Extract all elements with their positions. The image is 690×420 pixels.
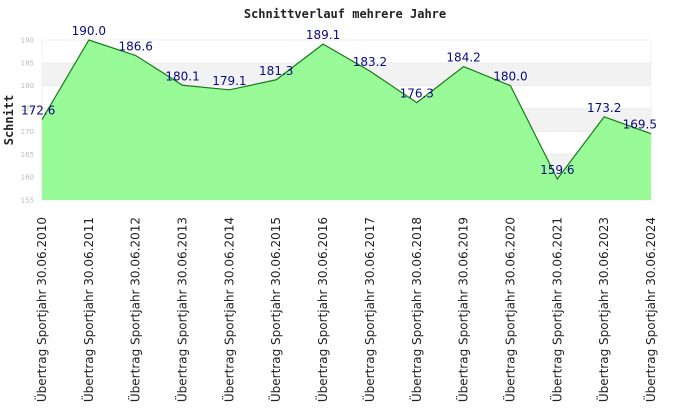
- data-label: 172.6: [21, 104, 55, 118]
- data-label: 180.0: [493, 70, 527, 84]
- chart-title: Schnittverlauf mehrere Jahre: [244, 7, 446, 21]
- data-label: 173.2: [587, 101, 621, 115]
- area-fill: [42, 40, 651, 200]
- data-labels: 172.6 190.0 186.6 180.1 179.1 181.3 189.1 183.2…: [21, 24, 657, 177]
- y-tick-label: 165: [21, 151, 34, 159]
- y-axis-ticks: 155 160 165 170 175 180 185 190: [21, 37, 34, 205]
- data-label: 181.3: [259, 64, 293, 78]
- x-tick-label: Übertrag Sportjahr 30.06.2013: [174, 217, 190, 402]
- series-line: [41, 39, 652, 181]
- x-tick-label: Übertrag Sportjahr 30.06.2017: [361, 217, 377, 402]
- x-axis-ticks: Übertrag Sportjahr 30.06.2010 Übertrag Sp…: [33, 217, 658, 402]
- x-tick-label: Übertrag Sportjahr 30.06.2024: [642, 217, 658, 402]
- y-tick-label: 190: [21, 37, 34, 45]
- data-label: 189.1: [306, 28, 340, 42]
- x-tick-label: Übertrag Sportjahr 30.06.2018: [408, 217, 424, 402]
- data-label: 190.0: [72, 24, 106, 38]
- y-tick-label: 180: [21, 82, 34, 90]
- data-label: 183.2: [353, 55, 387, 69]
- x-tick-label: Übertrag Sportjahr 30.06.2012: [127, 217, 143, 402]
- x-tick-label: Übertrag Sportjahr 30.06.2023: [595, 217, 611, 402]
- y-tick-label: 185: [21, 59, 34, 67]
- x-tick-label: Übertrag Sportjahr 30.06.2015: [267, 217, 283, 402]
- data-label: 180.1: [165, 69, 199, 83]
- y-tick-label: 170: [21, 128, 34, 136]
- data-label: 179.1: [212, 74, 246, 88]
- x-tick-label: Übertrag Sportjahr 30.06.2016: [314, 217, 330, 402]
- x-tick-label: Übertrag Sportjahr 30.06.2014: [220, 217, 236, 402]
- data-label: 186.6: [119, 40, 153, 54]
- data-label: 176.3: [400, 87, 434, 101]
- y-axis-label: Schnitt: [2, 95, 16, 146]
- data-label: 184.2: [446, 51, 480, 65]
- data-label: 159.6: [540, 163, 574, 177]
- y-tick-label: 175: [21, 105, 34, 113]
- x-tick-label: Übertrag Sportjahr 30.06.2011: [80, 217, 96, 402]
- x-tick-label: Übertrag Sportjahr 30.06.2020: [501, 217, 517, 402]
- y-tick-label: 155: [21, 197, 34, 205]
- x-tick-label: Übertrag Sportjahr 30.06.2021: [548, 217, 564, 402]
- data-label: 169.5: [623, 118, 657, 132]
- y-tick-label: 160: [21, 174, 34, 182]
- x-tick-label: Übertrag Sportjahr 30.06.2019: [455, 217, 471, 402]
- x-tick-label: Übertrag Sportjahr 30.06.2010: [33, 217, 49, 402]
